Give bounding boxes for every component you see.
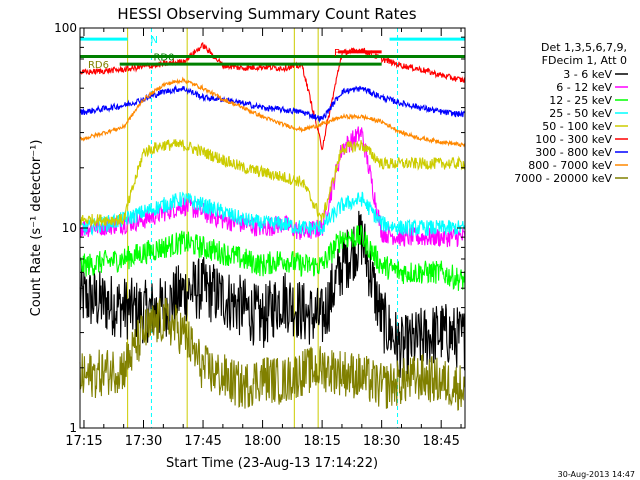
chart-title: HESSI Observing Summary Count Rates	[117, 5, 416, 23]
legend-label: 7000 - 20000 keV	[514, 172, 612, 185]
annotation-label: F	[334, 48, 340, 59]
legend-label: 100 - 300 keV	[535, 133, 612, 146]
annotation-label: N	[150, 35, 157, 46]
legend-label: 800 - 7000 keV	[528, 159, 612, 172]
series-line	[79, 191, 466, 236]
x-tick-label: 18:45	[422, 434, 459, 449]
x-axis-label: Start Time (23-Aug-13 17:14:22)	[166, 456, 378, 471]
y-axis-label: Count Rate (s⁻¹ detector⁻¹)	[29, 140, 44, 317]
y-tick-label: 1	[69, 421, 77, 435]
x-tick-label: 17:15	[65, 434, 102, 449]
legend-label: 50 - 100 keV	[542, 120, 612, 133]
legend-label: 6 - 12 keV	[556, 81, 612, 94]
legend-label: 25 - 50 keV	[549, 107, 612, 120]
series-line	[79, 297, 466, 411]
legend-label: 12 - 25 keV	[549, 94, 612, 107]
series-line	[79, 225, 466, 291]
legend-title-line-1: Det 1,3,5,6,7,9,	[541, 41, 627, 54]
legend-label: 300 - 800 keV	[535, 146, 612, 159]
legend: Det 1,3,5,6,7,9, FDecim 1, Att 0 3 - 6 k…	[514, 41, 628, 185]
annotations: N RD0 RD6 F	[88, 35, 340, 71]
series-line	[79, 210, 466, 378]
series-line	[79, 139, 466, 228]
series-layer	[79, 42, 466, 411]
series-line	[79, 76, 466, 148]
annotation-label: RD6	[88, 60, 109, 71]
x-tick-label: 17:30	[125, 434, 162, 449]
y-tick-label: 100	[54, 21, 77, 35]
x-tick-label: 17:45	[184, 434, 221, 449]
legend-title-line-2: FDecim 1, Att 0	[542, 54, 627, 67]
x-tick-label: 18:00	[244, 434, 281, 449]
x-tick-label: 18:30	[363, 434, 400, 449]
x-tick-label: 18:15	[303, 434, 340, 449]
axes: 1 10 100 17:15 17:30 17:45 18:00 18:15 18:30 18:4…	[54, 21, 466, 449]
series-line	[79, 42, 466, 151]
timestamp: 30-Aug-2013 14:47	[558, 470, 635, 479]
legend-label: 3 - 6 keV	[563, 68, 612, 81]
y-tick-label: 10	[62, 221, 77, 235]
annotation-label: RD0	[153, 53, 174, 64]
status-bars	[80, 37, 465, 66]
